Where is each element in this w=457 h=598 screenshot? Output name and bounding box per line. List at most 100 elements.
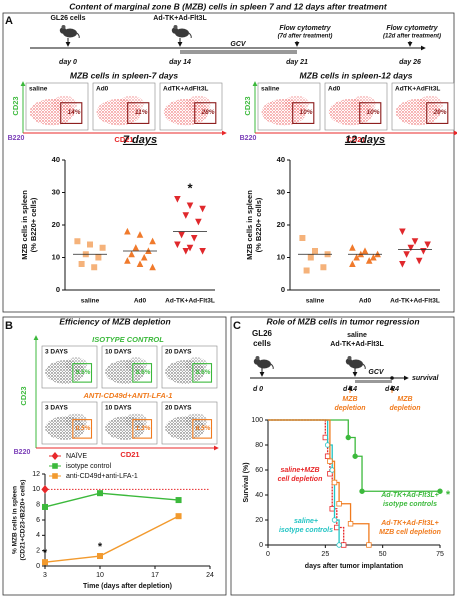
marker <box>349 244 356 251</box>
y-axis-label: Survival (%) <box>243 462 250 502</box>
gate <box>60 102 83 124</box>
marker <box>334 524 340 531</box>
x-tick-label: Ad0 <box>359 298 372 305</box>
marker <box>324 453 331 459</box>
marker <box>199 205 206 213</box>
plot-label: saline <box>261 86 280 93</box>
marker <box>174 241 181 249</box>
chart-title: 7 days <box>123 134 157 146</box>
marker <box>124 257 131 264</box>
survival-step <box>334 481 340 504</box>
timeline-label: Ad-TK+Ad-Flt3L <box>153 15 207 22</box>
cell-cloud <box>186 95 211 113</box>
y-tick-label: 0 <box>281 285 285 294</box>
cell-cloud <box>125 357 148 373</box>
marker <box>42 503 49 510</box>
annotation: * <box>98 541 103 553</box>
panel-title: Efficiency of MZB depletion <box>59 316 170 326</box>
marker <box>174 196 181 203</box>
mouse-icon <box>59 24 80 38</box>
gate-percent: 8.6% <box>196 369 211 376</box>
gate <box>72 419 93 439</box>
y-tick-label: 100 <box>251 417 263 424</box>
y-tick-label: 20 <box>277 220 285 229</box>
timeline-label: cells <box>253 339 271 348</box>
y-axis-label: MZB cells in spleen <box>20 190 29 260</box>
gate-percent: 1.3% <box>136 425 151 432</box>
y-tick-label: 20 <box>255 517 263 524</box>
marker <box>199 248 206 255</box>
marker <box>97 553 104 560</box>
x-tick-label: 17 <box>151 572 159 579</box>
cell-cloud <box>65 357 88 373</box>
gate <box>426 102 449 124</box>
x-tick-label: 25 <box>321 551 329 558</box>
legend-label: anti-CD49d+anti-LFA-1 <box>66 473 138 480</box>
survival-step <box>339 503 352 524</box>
y-tick-label: 10 <box>52 252 60 261</box>
marker <box>329 467 335 473</box>
timeline-label: GL26 <box>252 329 273 338</box>
timeline-label: Ad-TK+Ad-Flt3L <box>330 341 384 348</box>
marker <box>299 235 306 241</box>
day-label: d 0 <box>253 386 263 393</box>
axis-label: B220 <box>14 449 31 456</box>
cell-cloud <box>185 413 208 429</box>
y-tick-label: 60 <box>255 467 263 474</box>
marker <box>175 513 182 520</box>
gate <box>132 419 153 439</box>
day-label: day 26 <box>399 59 421 66</box>
x-tick-label: Ad-TK+Ad-Flt3L <box>390 298 440 305</box>
annotation: * <box>446 489 451 501</box>
mouse-icon <box>345 355 366 369</box>
panel-label: B <box>5 320 13 332</box>
gate-percent: 10% <box>367 109 380 116</box>
gate <box>127 102 150 124</box>
y-tick-label: 40 <box>52 155 60 164</box>
cell-cloud <box>125 413 148 429</box>
x-tick-label: 3 <box>43 572 47 579</box>
marker <box>411 238 419 245</box>
marker <box>186 244 194 252</box>
gate-percent: 20% <box>433 109 447 116</box>
marker <box>415 257 423 265</box>
plot-label: 20 DAYS <box>165 349 192 356</box>
gate-percent: 8.6% <box>136 369 151 376</box>
marker <box>331 517 338 523</box>
annotation: * <box>43 547 48 559</box>
marker <box>336 501 342 507</box>
plot-label: 10 DAYS <box>105 405 132 412</box>
plot-label: AdTK+AdFlt3L <box>395 86 440 93</box>
marker <box>128 250 135 258</box>
y-axis-label: % MZB cells in spleen <box>12 486 19 554</box>
series-label: Ad-TK+Ad-Flt3L+ <box>380 492 439 499</box>
series-line <box>44 492 179 508</box>
axis-label: B220 <box>240 135 257 142</box>
y-tick-label: 40 <box>277 155 285 164</box>
series-line <box>44 515 179 563</box>
y-tick-label: 30 <box>277 187 285 196</box>
marker <box>322 434 329 441</box>
marker <box>424 241 431 249</box>
marker <box>327 471 333 477</box>
marker <box>312 248 318 254</box>
survival-step <box>268 419 349 438</box>
survival-step <box>268 419 329 445</box>
marker <box>91 264 98 271</box>
gate <box>192 363 213 383</box>
y-axis-label: MZB cells in spleen <box>245 190 254 260</box>
annotation: * <box>187 180 193 195</box>
marker <box>327 458 333 464</box>
mouse-icon <box>253 355 274 369</box>
series-label: isotype controls <box>279 527 333 534</box>
plot-label: 20 DAYS <box>165 405 192 412</box>
cell-cloud <box>418 95 443 113</box>
series-label: MZB cell depletion <box>379 529 441 536</box>
depletion-label: MZB <box>342 396 357 403</box>
timeline-label: Flow cytometry <box>279 25 331 32</box>
y-tick-label: 6 <box>36 517 40 524</box>
gate <box>72 363 93 383</box>
axis-label: CD21 <box>346 135 365 144</box>
plot-label: 3 DAYS <box>45 405 69 412</box>
